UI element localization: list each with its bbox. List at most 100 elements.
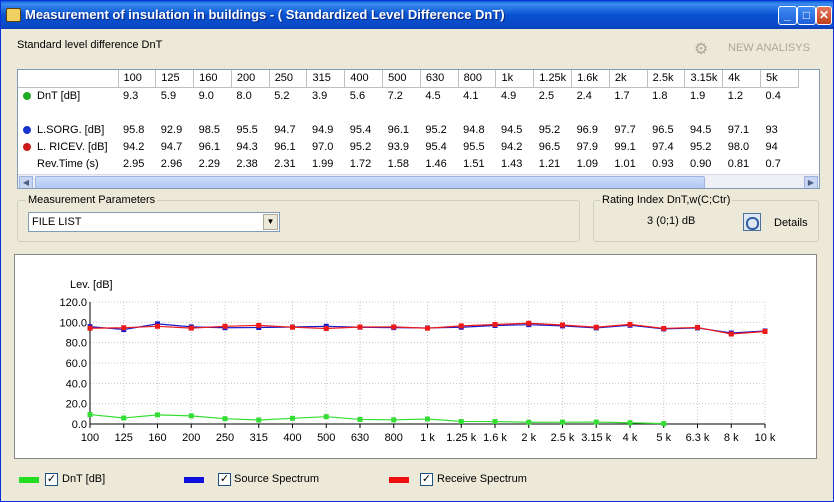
data-point	[357, 416, 363, 422]
x-tick-label: 200	[182, 432, 200, 444]
data-point	[323, 326, 329, 332]
spectrum-chart: 0.0 20.0 40.0 60.0 80.0 100.0 120.0 100 125 160 20…	[59, 279, 776, 444]
title-bar[interactable]: Measurement of insulation in buildings -…	[1, 1, 833, 29]
table-cell: 4.5	[425, 89, 441, 102]
data-point	[627, 420, 633, 426]
horizontal-scrollbar[interactable]: ◀ ▶	[18, 174, 819, 188]
data-point	[526, 419, 532, 425]
data-point	[121, 415, 127, 421]
legend-checkbox[interactable]: ✓	[218, 473, 231, 486]
table-cell	[572, 104, 610, 121]
table-cell: 95.2	[349, 140, 372, 153]
table-cell: 5.2	[274, 89, 290, 102]
data-point	[593, 419, 599, 425]
table-cell: 95.4	[425, 140, 447, 153]
file-list-value: FILE LIST	[32, 216, 82, 228]
x-tick-label: 315	[250, 432, 268, 444]
legend-swatch	[19, 477, 39, 483]
y-tick-label: 80.0	[66, 338, 87, 350]
table-cell: 1.09	[576, 157, 598, 170]
frequency-header-row: 100 125 160 200 250 315 400 500 630 800 1k 1.25k 1.6…	[18, 70, 799, 88]
table-cell: 97.4	[652, 140, 674, 153]
table-cell: 95.5	[463, 140, 485, 153]
table-cell: 2.5	[538, 89, 555, 102]
data-point	[222, 323, 228, 329]
table-row: L.SORG. [dB] 95.8 92.9 98.5 95.5 94.7 94.9 95.4…	[18, 121, 798, 138]
x-tick-label: 1.25 k	[446, 432, 476, 444]
table-cell: 94.2	[500, 140, 523, 153]
details-icon[interactable]	[743, 213, 761, 231]
legend-checkbox[interactable]: ✓	[45, 473, 58, 486]
chart-panel: 0.0 20.0 40.0 60.0 80.0 100.0 120.0 100 125 160 20…	[14, 254, 817, 459]
table-cell: 95.4	[349, 123, 372, 136]
file-list-dropdown[interactable]: FILE LIST ▼	[28, 212, 280, 232]
measurement-parameters-group: Measurement Parameters	[17, 194, 580, 242]
table-cell: 1.43	[500, 157, 523, 170]
table-cell: 97.9	[576, 140, 598, 153]
y-axis-label: Lev. [dB]	[70, 279, 113, 291]
x-tick-label: 125	[115, 432, 133, 444]
data-point	[155, 412, 160, 418]
table-cell: 96.5	[652, 123, 674, 136]
x-tick-label: 160	[148, 432, 166, 444]
table-cell: 95.5	[236, 123, 258, 136]
scroll-right-icon[interactable]: ▶	[804, 176, 818, 188]
frequency-header-cell: 2k	[609, 70, 648, 88]
data-point	[357, 324, 363, 330]
x-tick-label: 630	[351, 432, 369, 444]
table-cell: 1.8	[652, 89, 668, 102]
table-cell: 8.0	[236, 89, 252, 102]
data-point	[188, 413, 194, 419]
data-point	[155, 323, 160, 329]
table-cell: 1.58	[387, 157, 409, 170]
table-cell: 2.95	[123, 157, 145, 170]
table-cell: 95.2	[538, 123, 561, 136]
frequency-header-cell: 630	[420, 70, 459, 88]
frequency-header-cell: 160	[193, 70, 232, 88]
table-cell: 95.2	[425, 123, 447, 136]
x-tick-label: 10 k	[755, 432, 776, 444]
details-button[interactable]: Details	[774, 217, 808, 229]
table-cell: 92.9	[160, 123, 183, 136]
frequency-header-cell: 100	[118, 70, 157, 88]
table-cell: 7.2	[387, 89, 403, 102]
scroll-left-icon[interactable]: ◀	[19, 176, 33, 188]
table-cell	[647, 104, 685, 121]
table-cell: 5.6	[349, 89, 366, 102]
data-point	[87, 325, 93, 331]
chevron-down-icon[interactable]: ▼	[263, 214, 278, 230]
rating-index-title: Rating Index DnT,w(C;Ctr)	[600, 194, 733, 206]
data-point	[762, 328, 768, 334]
table-cell: 2.31	[274, 157, 296, 170]
measurement-parameters-title: Measurement Parameters	[26, 194, 158, 206]
x-tick-label: 8 k	[724, 432, 739, 444]
legend-checkbox[interactable]: ✓	[420, 473, 433, 486]
maximize-button[interactable]: □	[797, 6, 816, 25]
data-point	[458, 323, 464, 329]
section-heading: Standard level difference DnT	[17, 39, 163, 51]
table-cell: 1.2	[727, 89, 744, 102]
row-label: L.SORG. [dB]	[18, 121, 118, 138]
frequency-header-cell: 125	[155, 70, 195, 88]
data-point	[323, 414, 329, 420]
table-cell: 1.99	[311, 157, 334, 170]
results-grid[interactable]: 100 125 160 200 250 315 400 500 630 800 1k 1.25k 1.6…	[17, 69, 820, 189]
frequency-header-cell: 250	[269, 70, 308, 88]
gear-icon: ⚙	[694, 41, 709, 58]
frequency-header-cell: 500	[382, 70, 421, 88]
legend-swatch	[184, 477, 204, 483]
minimize-button[interactable]: _	[778, 6, 797, 25]
new-analysis-label: NEW ANALISYS	[728, 42, 810, 54]
table-cell	[534, 104, 572, 121]
table-cell: 0.4	[765, 89, 781, 102]
x-tick-label: 1 k	[420, 432, 435, 444]
data-point	[728, 331, 734, 337]
legend-label: DnT [dB]	[62, 473, 106, 485]
legend-label: Receive Spectrum	[437, 473, 527, 485]
scrollbar-thumb[interactable]	[35, 176, 705, 188]
table-cell: 2.29	[198, 157, 221, 170]
close-button[interactable]: ✕	[816, 6, 832, 25]
table-cell	[761, 104, 799, 121]
table-cell	[496, 104, 534, 121]
table-cell: 1.01	[614, 157, 636, 170]
